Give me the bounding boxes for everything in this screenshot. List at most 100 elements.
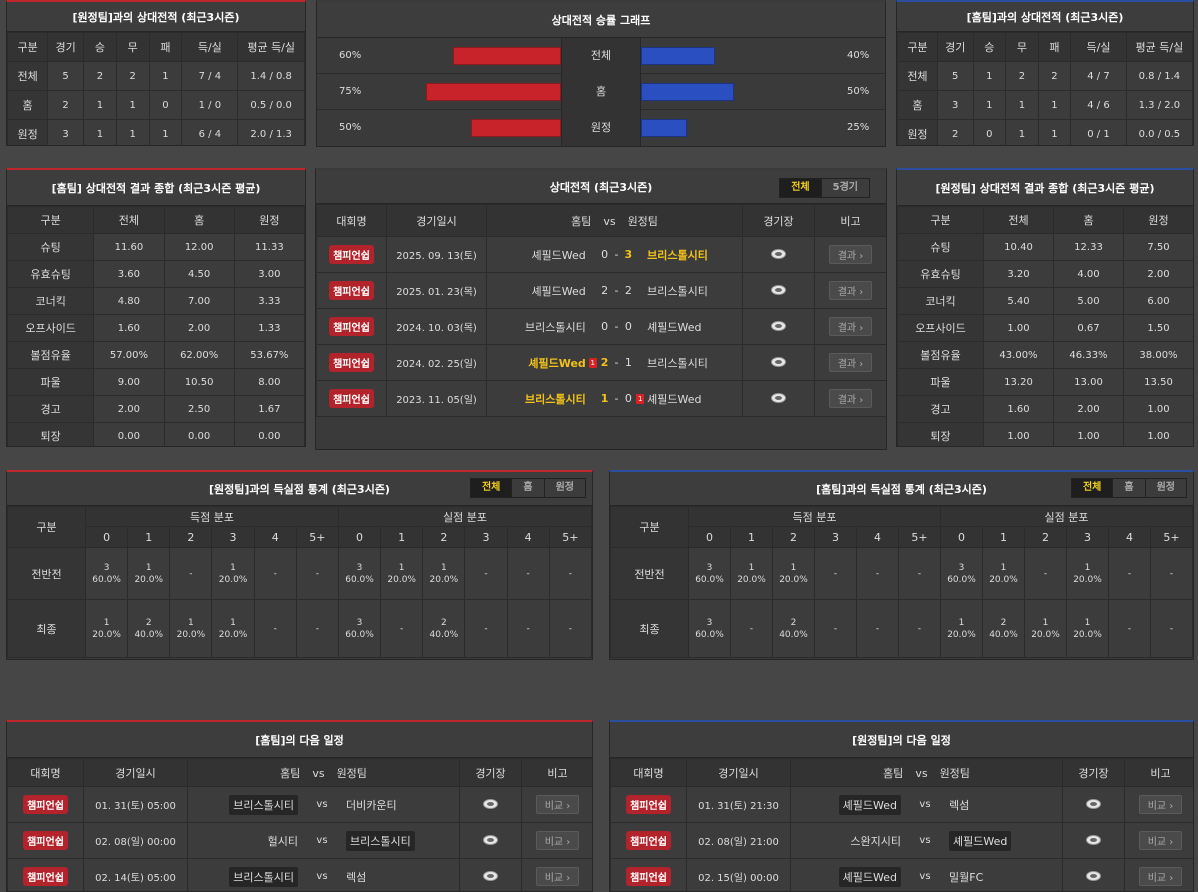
- result-button[interactable]: 결과 ›: [828, 281, 873, 300]
- red-card-icon: 1: [588, 357, 597, 368]
- row-label: 홈: [7, 90, 49, 120]
- tab-1[interactable]: 5경기: [820, 179, 869, 197]
- count: 2: [1000, 617, 1007, 628]
- stadium-icon[interactable]: [1086, 871, 1101, 881]
- tab-2[interactable]: 원정: [543, 479, 585, 497]
- stadium-icon[interactable]: [1086, 799, 1101, 809]
- row-label: 유효슈팅: [897, 260, 984, 288]
- tab-1[interactable]: 홈: [1112, 479, 1145, 497]
- tab-0[interactable]: 전체: [470, 479, 512, 497]
- vs-label: vs: [919, 835, 931, 846]
- distribution-cell: 1 20.0%: [730, 547, 773, 600]
- table-cell: 2: [1005, 61, 1039, 91]
- fixture-line: 셰필드Wed vs 렉섬: [792, 794, 1062, 815]
- compare-button-label: 비교: [544, 873, 564, 884]
- table-cell: 0.0 / 0.5: [1125, 119, 1193, 145]
- tab-1[interactable]: 홈: [511, 479, 544, 497]
- league-badge: 챔피언쉽: [626, 867, 671, 886]
- compare-button[interactable]: 비교 ›: [1138, 867, 1183, 886]
- result-button[interactable]: 결과 ›: [828, 353, 873, 372]
- tab-2[interactable]: 원정: [1144, 479, 1186, 497]
- fixture-line: 브리스톨시티 vs 더비카운티: [189, 794, 459, 815]
- away-team: 셰필드Wed: [647, 392, 702, 406]
- home-team: 셰필드Wed: [528, 356, 586, 370]
- column-header: 승: [972, 32, 1007, 62]
- away-win-bar: [641, 83, 734, 101]
- column-note: 비고: [814, 204, 886, 237]
- stadium-icon[interactable]: [771, 393, 786, 403]
- column-league: 대회명: [316, 204, 387, 237]
- column-header: 평균 득/실: [237, 32, 305, 62]
- column-header: 득/실: [1070, 32, 1127, 62]
- count: -: [1043, 568, 1048, 579]
- column-header: 홈: [1053, 206, 1124, 234]
- compare-button[interactable]: 비교 ›: [535, 831, 580, 850]
- table-cell: 13.50: [1123, 368, 1193, 396]
- league-badge: 챔피언쉽: [329, 353, 374, 372]
- away-win-rate: 40%: [847, 50, 870, 61]
- table-row: 슈팅 11.60 12.00 11.33: [7, 233, 305, 261]
- stadium-icon[interactable]: [483, 835, 498, 845]
- note-cell: 결과 ›: [814, 272, 886, 309]
- goal-count-header: 2: [772, 526, 815, 548]
- column-header: 원정: [1123, 206, 1193, 234]
- column-header: 원정: [233, 206, 305, 234]
- win-rate-chart: 60% 전체 40% 75% 홈 50% 50% 원정 25%: [317, 38, 885, 146]
- result-button[interactable]: 결과 ›: [828, 317, 873, 336]
- match-row: 챔피언쉽 02. 14(토) 05:00 브리스톨시티 vs 렉섬 비교 ›: [7, 858, 592, 891]
- percent: 20.0%: [134, 574, 164, 585]
- table-cell: 7.50: [1123, 233, 1193, 261]
- stadium-cell: [459, 858, 522, 891]
- table-cell: 10.40: [983, 233, 1054, 261]
- table-row: 전체 5 2 2 1 7 / 4 1.4 / 0.8: [7, 61, 305, 91]
- table-cell: 1: [1037, 119, 1072, 145]
- goal-count-header: 3: [814, 526, 857, 548]
- compare-button[interactable]: 비교 ›: [535, 867, 580, 886]
- percent: 20.0%: [218, 629, 248, 640]
- panel-title: 상대전적 승률 그래프: [317, 2, 885, 38]
- away-score: 2: [624, 284, 632, 297]
- goals-table: 구분 득점 분포 실점 분포 0 1 2 3 4 5+ 0 1 2 3 4 5+ 전반전 3 60.0% 1 20.0…: [610, 506, 1193, 658]
- away-team: 브리스톨시티: [647, 248, 708, 262]
- distribution-cell: 1 20.0%: [982, 547, 1025, 600]
- distribution-cell: 3 60.0%: [84, 547, 129, 600]
- stadium-cell: [742, 236, 815, 273]
- result-button[interactable]: 결과 ›: [828, 245, 873, 264]
- stadium-icon[interactable]: [771, 321, 786, 331]
- column-header: 무: [1005, 32, 1039, 62]
- compare-button[interactable]: 비교 ›: [1138, 795, 1183, 814]
- distribution-cell: -: [548, 599, 592, 658]
- stadium-icon[interactable]: [771, 285, 786, 295]
- table-cell: 2.50: [163, 395, 235, 423]
- distribution-cell: 1 20.0%: [1066, 547, 1109, 600]
- goal-count-header: 2: [169, 526, 213, 548]
- distribution-cell: 3 60.0%: [940, 547, 983, 600]
- count: -: [917, 568, 922, 579]
- match-row: 챔피언쉽 2025. 01. 23(목) 셰필드Wed 2-2 브리스톨시티 결과 ›: [316, 272, 886, 309]
- summary-table: 구분 전체 홈 원정 슈팅 10.40 12.33 7.50 유효슈팅 3.20 4.00 2.00 코…: [897, 206, 1193, 446]
- tab-0[interactable]: 전체: [1071, 479, 1113, 497]
- result-button[interactable]: 결과 ›: [828, 389, 873, 408]
- date-cell: 2024. 10. 03(목): [386, 308, 487, 345]
- league-badge: 챔피언쉽: [329, 245, 374, 264]
- stadium-icon[interactable]: [483, 799, 498, 809]
- count: 1: [145, 562, 152, 573]
- table-cell: 3.60: [93, 260, 165, 288]
- table-cell: 0.00: [163, 422, 235, 446]
- column-category: 구분: [7, 506, 86, 548]
- score-line: 셰필드Wed 2-2 브리스톨시티: [488, 283, 742, 299]
- home-win-bar: [426, 83, 561, 101]
- stadium-icon[interactable]: [771, 249, 786, 259]
- stadium-icon[interactable]: [771, 357, 786, 367]
- table-row: 볼점유율 43.00% 46.33% 38.00%: [897, 341, 1193, 369]
- table-row: 파울 9.00 10.50 8.00: [7, 368, 305, 396]
- match-row: 챔피언쉽 2025. 09. 13(토) 셰필드Wed 0-3 브리스톨시티 결과 ›: [316, 236, 886, 273]
- compare-button[interactable]: 비교 ›: [1138, 831, 1183, 850]
- tab-0[interactable]: 전체: [780, 179, 821, 197]
- teams-cell: 셰필드Wed vs 렉섬: [790, 786, 1063, 823]
- stadium-icon[interactable]: [1086, 835, 1101, 845]
- table-row: 전반전 3 60.0% 1 20.0% 1 20.0% - - -3 60.0% 1 20.0% -1 20…: [610, 547, 1193, 600]
- compare-button[interactable]: 비교 ›: [535, 795, 580, 814]
- away-team: 렉섬: [949, 798, 970, 812]
- stadium-icon[interactable]: [483, 871, 498, 881]
